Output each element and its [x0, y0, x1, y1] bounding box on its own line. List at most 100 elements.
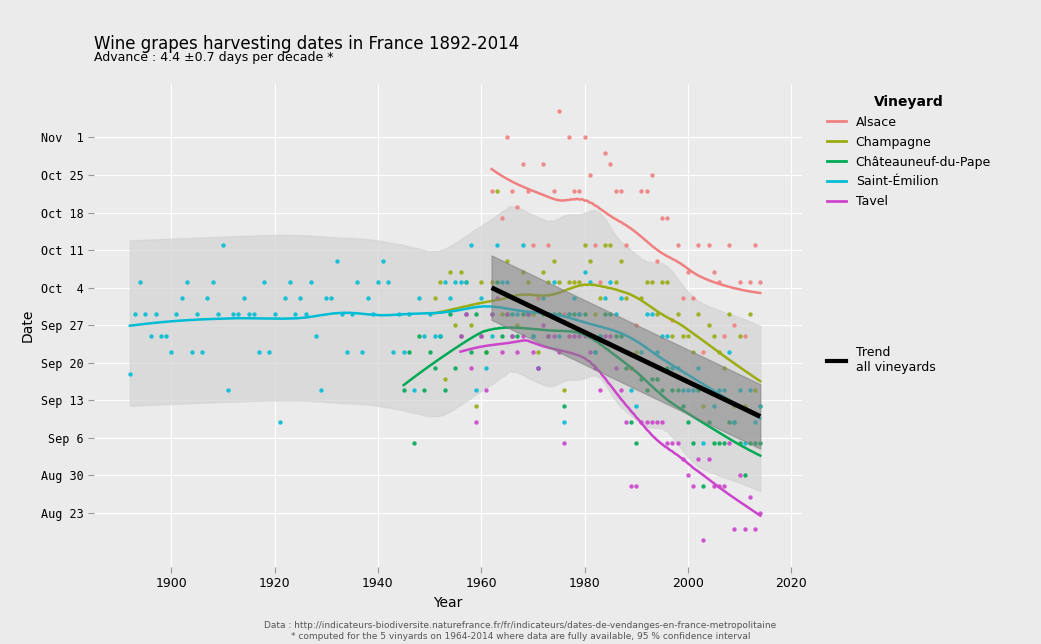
Point [509, 309, 526, 319]
Point [535, 320, 552, 330]
Point [427, 363, 443, 374]
Point [411, 293, 428, 303]
Point [132, 277, 149, 287]
Point [483, 309, 500, 319]
Point [566, 277, 583, 287]
Point [307, 331, 324, 341]
Point [701, 320, 717, 330]
Point [695, 481, 712, 491]
Point [473, 331, 489, 341]
Point [581, 347, 598, 357]
Point [561, 331, 578, 341]
Point [551, 277, 567, 287]
Point [530, 363, 547, 374]
Point [633, 347, 650, 357]
Point [581, 256, 598, 266]
Point [649, 309, 665, 319]
Point [746, 240, 763, 250]
Point [333, 309, 350, 319]
Point [556, 401, 573, 411]
Point [488, 277, 505, 287]
Point [690, 454, 707, 464]
Point [746, 417, 763, 427]
Point [427, 331, 443, 341]
Point [746, 524, 763, 535]
Point [514, 159, 531, 169]
Point [741, 309, 758, 319]
Point [633, 374, 650, 384]
Point [298, 309, 314, 319]
Point [654, 384, 670, 395]
Point [441, 267, 458, 277]
Point [194, 347, 210, 357]
Point [530, 293, 547, 303]
Point [504, 331, 520, 341]
Point [607, 277, 624, 287]
Point [675, 331, 691, 341]
Point [204, 277, 221, 287]
Point [328, 256, 345, 266]
Point [545, 309, 562, 319]
Point [741, 438, 758, 448]
Point [643, 170, 660, 180]
Point [591, 277, 608, 287]
Point [525, 309, 541, 319]
Point [153, 331, 170, 341]
Point [551, 309, 567, 319]
Point [577, 309, 593, 319]
Point [680, 331, 696, 341]
Point [411, 331, 428, 341]
Point [701, 240, 717, 250]
Point [591, 331, 608, 341]
Point [467, 309, 484, 319]
Point [701, 384, 717, 395]
Point [643, 277, 660, 287]
Point [726, 417, 742, 427]
Point [457, 309, 474, 319]
Point [721, 438, 738, 448]
Point [519, 186, 536, 196]
Point [246, 309, 262, 319]
Point [493, 347, 510, 357]
Point [617, 240, 634, 250]
Point [623, 481, 639, 491]
Point [731, 384, 747, 395]
Point [577, 331, 593, 341]
Point [519, 309, 536, 319]
Point [607, 331, 624, 341]
Point [525, 347, 541, 357]
Point [483, 186, 500, 196]
Point [586, 347, 603, 357]
Point [721, 240, 738, 250]
Point [638, 309, 655, 319]
Point [746, 384, 763, 395]
Point [752, 401, 768, 411]
Point [385, 347, 402, 357]
Point [452, 331, 468, 341]
Point [467, 417, 484, 427]
Point [617, 363, 634, 374]
Point [596, 240, 613, 250]
Point [173, 293, 189, 303]
Point [752, 277, 768, 287]
Point [509, 347, 526, 357]
Point [612, 331, 629, 341]
Point [188, 309, 205, 319]
Point [323, 293, 339, 303]
Point [293, 293, 309, 303]
Point [602, 331, 618, 341]
Point [390, 309, 407, 319]
Point [561, 309, 578, 319]
Point [602, 277, 618, 287]
Point [711, 438, 728, 448]
Point [675, 401, 691, 411]
Point [504, 186, 520, 196]
Point [731, 277, 747, 287]
Point [432, 277, 449, 287]
Point [509, 202, 526, 213]
Point [452, 277, 468, 287]
Point [736, 331, 753, 341]
Point [143, 331, 159, 341]
Point [427, 293, 443, 303]
Point [586, 363, 603, 374]
